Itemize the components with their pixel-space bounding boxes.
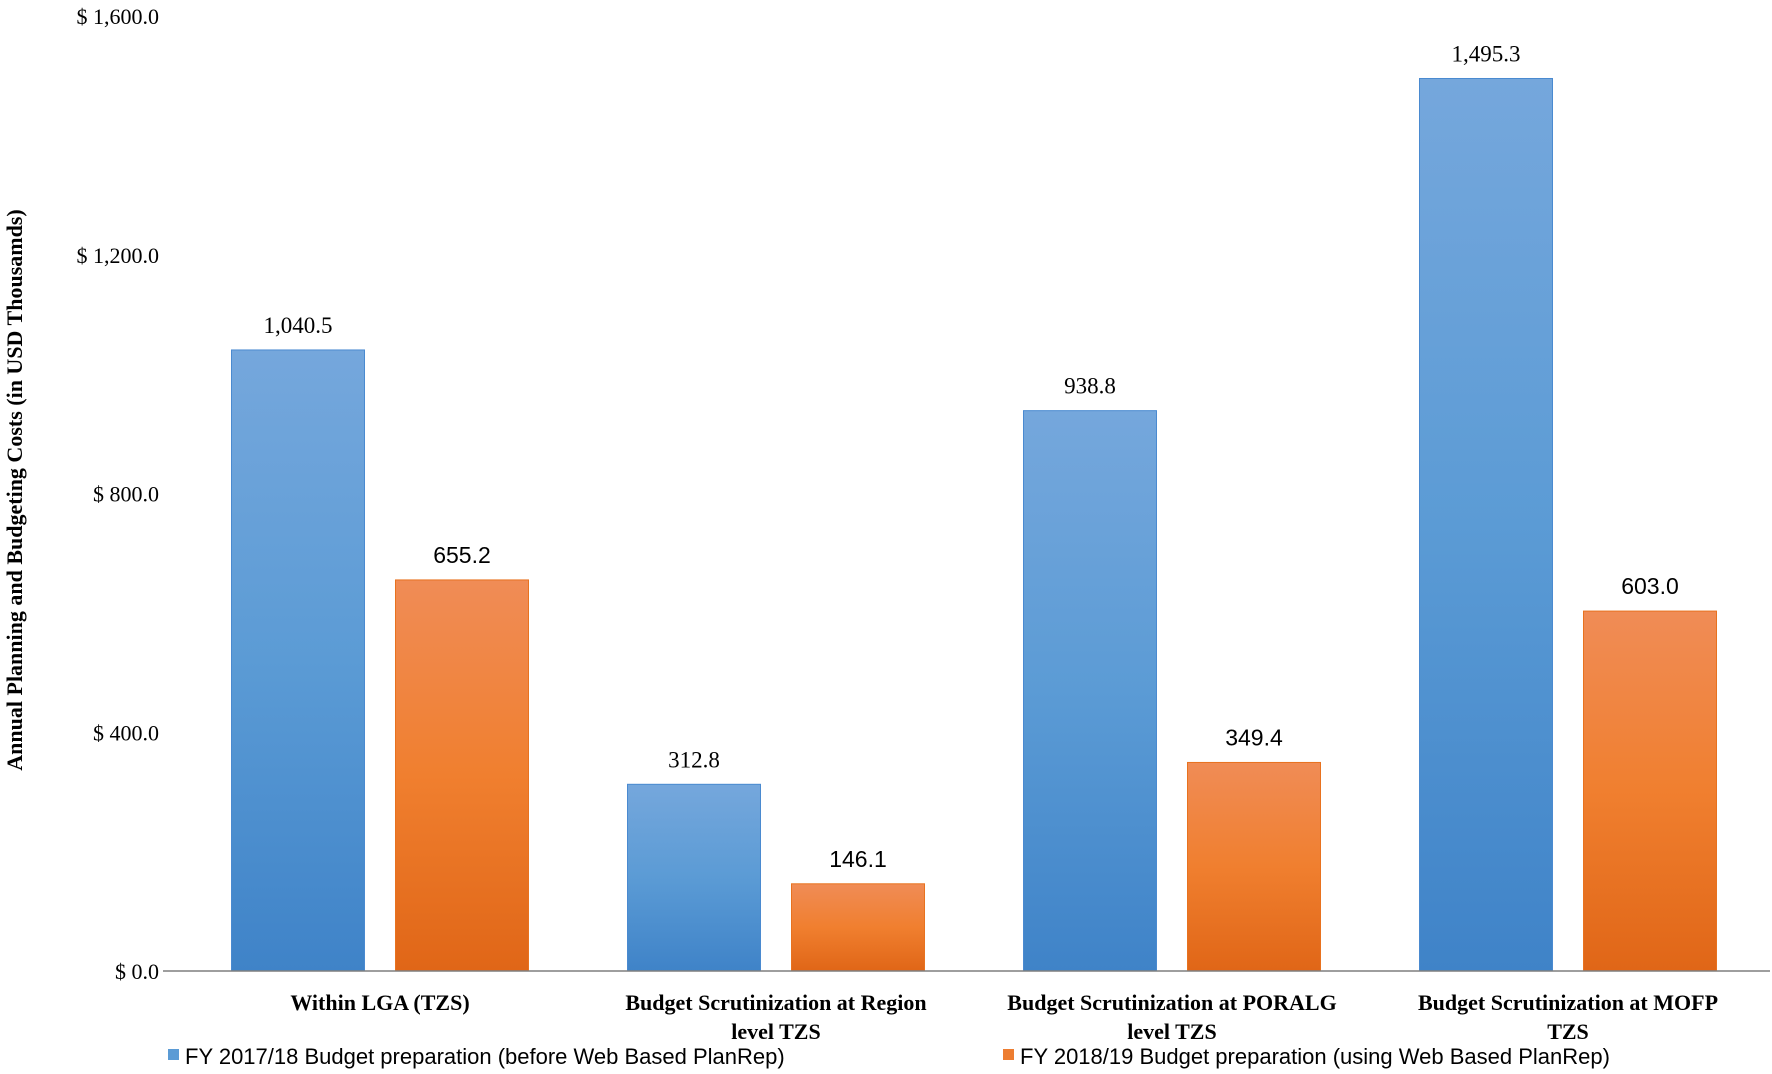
legend-swatch-fy2018: [1003, 1049, 1014, 1060]
bar-fy2018: [1583, 610, 1717, 972]
bar-fy2017: [1419, 77, 1553, 972]
value-label-fy2018: 655.2: [433, 542, 491, 568]
y-tick-label: $ 1,200.0: [77, 243, 160, 268]
x-category-label: level TZS: [1127, 1019, 1216, 1044]
x-category-label: Budget Scrutinization at PORALG: [1007, 990, 1336, 1015]
bars-group: [231, 77, 1717, 972]
bar-fy2018: [791, 883, 925, 972]
legend-label-fy2018: FY 2018/19 Budget preparation (using Web…: [1020, 1044, 1610, 1069]
value-label-fy2017: 938.8: [1064, 374, 1116, 399]
x-category-label: level TZS: [731, 1019, 820, 1044]
x-category-label: Budget Scrutinization at Region: [625, 990, 926, 1015]
bar-fy2017: [231, 349, 365, 972]
value-label-fy2018: 146.1: [829, 846, 887, 872]
bar-fy2017: [1023, 410, 1157, 972]
legend-swatch-fy2017: [168, 1049, 179, 1060]
value-label-fy2018: 603.0: [1621, 573, 1679, 599]
legend: FY 2017/18 Budget preparation (before We…: [168, 1044, 1610, 1069]
x-category-label: TZS: [1547, 1019, 1589, 1044]
value-label-fy2017: 312.8: [668, 747, 720, 772]
value-labels-group: 1,040.5 312.8 938.8 1,495.3 655.2 146.1 349.4 6…: [264, 41, 1679, 871]
y-tick-label: $ 400.0: [93, 720, 159, 745]
y-axis-ticks: $ 0.0 $ 400.0 $ 800.0 $ 1,200.0 $ 1,600.0: [77, 4, 160, 984]
bar-fy2018: [1187, 761, 1321, 972]
value-label-fy2017: 1,040.5: [264, 313, 333, 338]
bar-fy2017: [627, 783, 761, 972]
y-tick-label: $ 1,600.0: [77, 4, 160, 29]
bar-fy2018: [395, 579, 529, 972]
value-label-fy2017: 1,495.3: [1452, 41, 1521, 66]
legend-label-fy2017: FY 2017/18 Budget preparation (before We…: [185, 1044, 785, 1069]
y-tick-label: $ 800.0: [93, 482, 159, 507]
y-axis-title: Annual Planning and Budgeting Costs (in …: [2, 209, 27, 770]
y-tick-label: $ 0.0: [115, 959, 159, 984]
x-category-label: Budget Scrutinization at MOFP: [1418, 990, 1718, 1015]
value-label-fy2018: 349.4: [1225, 724, 1283, 750]
x-axis-category-labels: Within LGA (TZS) Budget Scrutinization at…: [290, 990, 1718, 1044]
x-category-label: Within LGA (TZS): [290, 990, 469, 1015]
